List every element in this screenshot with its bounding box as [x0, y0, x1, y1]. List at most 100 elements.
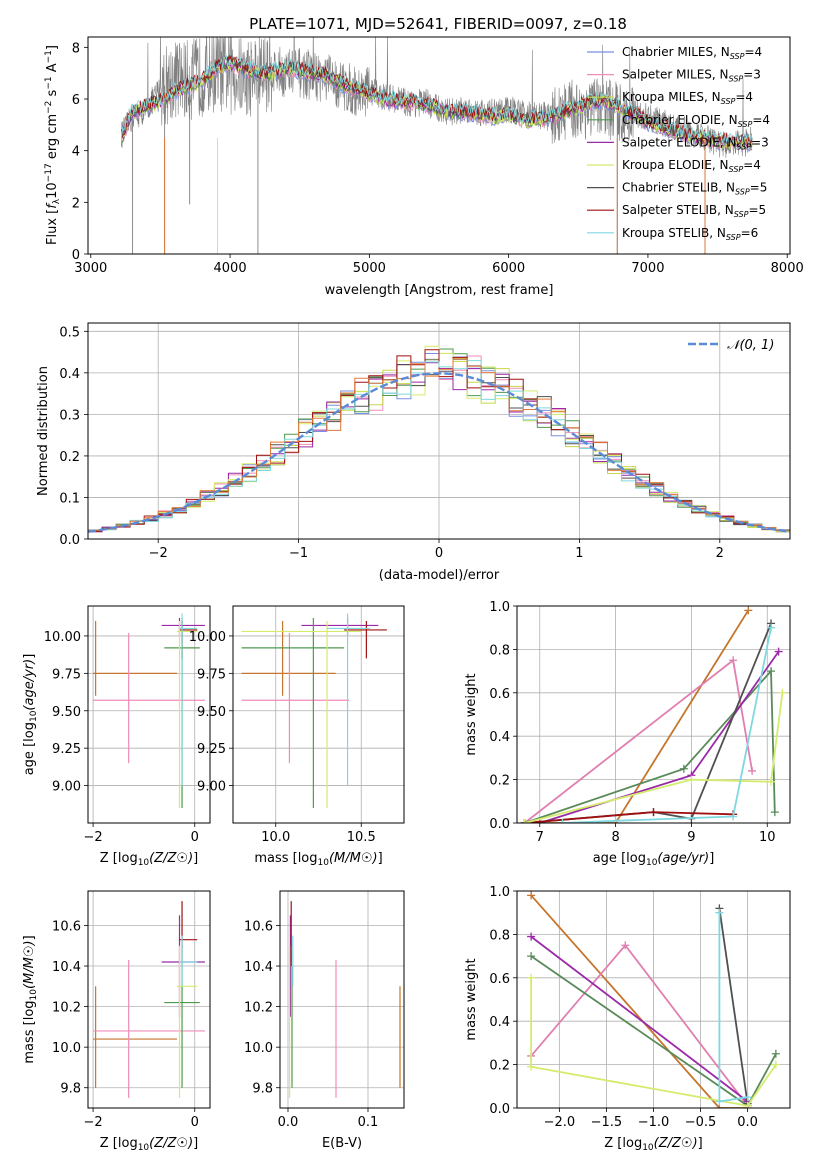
y-tick-label: 9.75 [52, 667, 81, 682]
mass-weight-line [530, 935, 749, 1103]
y-tick-label: 9.8 [60, 1082, 81, 1097]
mass-weight-marker [611, 816, 620, 823]
y-tick-label: 0.1 [59, 491, 80, 506]
y-tick-label: 10.00 [44, 630, 81, 645]
x-tick-label: 0 [191, 1115, 199, 1130]
legend-label: Chabrier ELODIE, NSSP=4 [622, 113, 770, 129]
y-tick-label: 0.3 [59, 408, 80, 423]
y-tick-label: 0.2 [489, 774, 510, 789]
mass-weight-line [530, 894, 748, 1108]
x-tick-label: −2 [83, 830, 102, 845]
residual-plot-area [88, 345, 790, 533]
mass-weight-line [524, 658, 753, 823]
age-massweight-ylabel: mass weight [464, 673, 479, 755]
legend-label: Kroupa MILES, NSSP=4 [622, 90, 753, 106]
spectrum-frame [87, 36, 791, 255]
mass-weight-line [539, 651, 780, 823]
Z-age-ylabel: age [log10(age/yr)] [22, 654, 39, 776]
y-tick-label: 9.25 [197, 742, 226, 757]
Z-age-xlabel: Z [log10(Z/Z☉)] [100, 851, 198, 868]
mass-weight-marker [767, 777, 776, 786]
Z-massweight-xlabel: Z [log10(Z/Z☉)] [604, 1136, 702, 1153]
mass-weight-marker [729, 656, 738, 665]
spectrum-x-ticks: 3000 4000 5000 6000 7000 8000 [74, 254, 804, 276]
mass-weight-marker [743, 1101, 752, 1108]
x-tick-label: 10 [759, 830, 776, 845]
x-tick-label: 8000 [771, 261, 804, 276]
mass-weight-marker [527, 952, 536, 961]
y-tick-label: 9.8 [252, 1082, 273, 1097]
y-tick-label: 10.2 [52, 1001, 81, 1016]
x-tick-label: 0.0 [278, 1115, 299, 1130]
y-tick-label: 0.0 [59, 533, 80, 548]
Z-mass-xlabel: Z [log10(Z/Z☉)] [100, 1136, 198, 1153]
x-tick-label: −1.0 [638, 1115, 670, 1130]
x-tick-label: 8 [611, 830, 619, 845]
mass-age-plot-area [241, 613, 387, 809]
Z-massweight-plot-area [527, 891, 780, 1108]
legend-label: Salpeter STELIB, NSSP=5 [622, 203, 766, 219]
x-tick-label: 0 [191, 830, 199, 845]
mass-age-panel: 10.0 10.5 9.00 9.25 9.50 9.75 10.00 mass [log10… [189, 605, 405, 868]
x-tick-label: −2 [83, 1115, 102, 1130]
y-tick-label: 0.4 [59, 367, 80, 382]
mass-weight-marker [770, 808, 779, 817]
x-tick-label: 0 [435, 546, 443, 561]
x-tick-label: 0.1 [358, 1115, 379, 1130]
legend-label: Kroupa ELODIE, NSSP=4 [622, 158, 761, 174]
y-tick-label: 0 [72, 248, 80, 263]
mass-weight-line [718, 908, 749, 1104]
y-tick-label: 9.75 [197, 667, 226, 682]
x-tick-label: 0.0 [737, 1115, 758, 1130]
spectrum-ylabel: Flux [fλ10−17 erg cm−2 s−1 A−1] [44, 45, 62, 245]
y-tick-label: 1.0 [489, 600, 510, 615]
y-tick-label: 0.6 [489, 972, 510, 987]
x-tick-label: 1 [575, 546, 583, 561]
mass-weight-marker [527, 973, 536, 982]
spectrum-title: PLATE=1071, MJD=52641, FIBERID=0097, z=0… [249, 15, 627, 33]
y-tick-label: 0.2 [489, 1059, 510, 1074]
y-tick-label: 10.4 [244, 960, 273, 975]
mass-weight-line [530, 977, 777, 1107]
mass-weight-marker [520, 819, 529, 823]
y-tick-label: 4 [72, 145, 80, 160]
Z-mass-plot-area [93, 901, 205, 1098]
y-tick-label: 9.50 [197, 705, 226, 720]
y-tick-label: 10.6 [244, 919, 273, 934]
x-tick-label: 10.5 [347, 830, 376, 845]
legend-label: Kroupa STELIB, NSSP=6 [622, 226, 758, 242]
y-tick-label: 0.4 [489, 730, 510, 745]
y-tick-label: 10.4 [52, 960, 81, 975]
x-tick-label: −1.5 [591, 1115, 623, 1130]
mass-weight-marker [748, 766, 757, 775]
EBV-mass-frame [279, 890, 405, 1109]
y-tick-label: 0.5 [59, 325, 80, 340]
legend-label: Chabrier MILES, NSSP=4 [622, 45, 762, 61]
gaussian-legend-label: 𝒩(0, 1) [727, 338, 774, 353]
x-tick-label: −2.0 [544, 1115, 576, 1130]
legend-label: Chabrier STELIB, NSSP=5 [622, 181, 767, 197]
mass-weight-line [562, 627, 772, 823]
mass-weight-marker [679, 764, 688, 773]
y-tick-label: 8 [72, 41, 80, 56]
x-tick-label: 9 [687, 830, 695, 845]
x-tick-label: 5000 [353, 261, 386, 276]
mass-weight-marker [558, 819, 567, 823]
y-tick-label: 2 [72, 196, 80, 211]
y-tick-label: 0.0 [489, 817, 510, 832]
mass-weight-marker [687, 775, 696, 784]
mass-weight-marker [715, 908, 724, 917]
mass-weight-marker [771, 1060, 780, 1069]
x-tick-label: −1 [289, 546, 308, 561]
mass-weight-marker [527, 891, 536, 900]
mass-weight-marker [527, 932, 536, 941]
x-tick-label: 2 [716, 546, 724, 561]
model-spectrum-line [121, 54, 753, 148]
x-tick-label: 6000 [492, 261, 525, 276]
mass-weight-line [524, 668, 776, 823]
mass-weight-marker [527, 1062, 536, 1071]
y-tick-label: 1.0 [489, 885, 510, 900]
age-massweight-plot-area [520, 606, 787, 823]
age-massweight-xlabel: age [log10(age/yr)] [593, 851, 715, 868]
